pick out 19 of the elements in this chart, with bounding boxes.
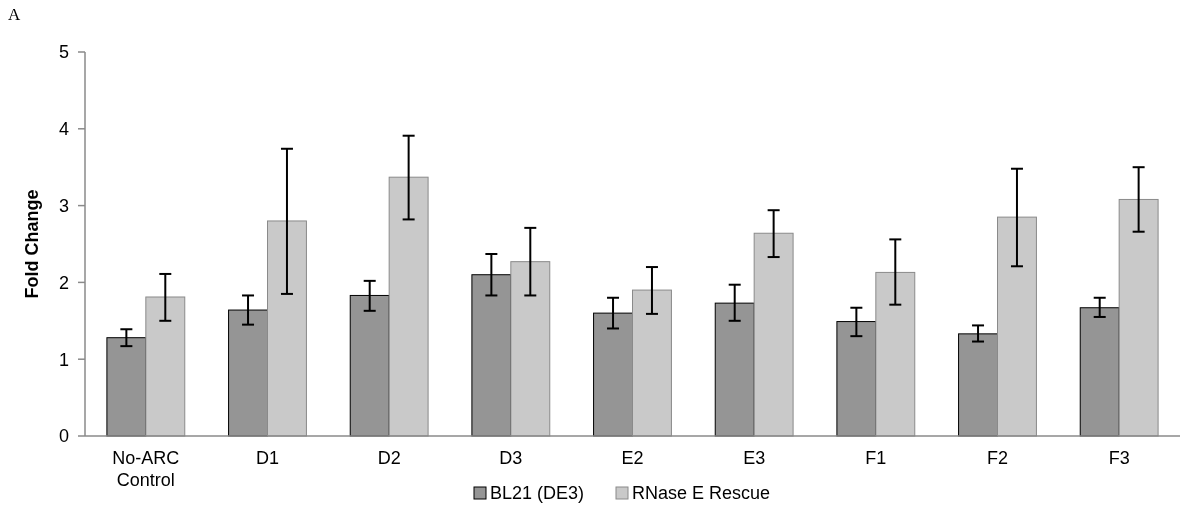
x-tick-label: F2 bbox=[986, 448, 1009, 468]
x-tick-label: D2 bbox=[377, 448, 401, 468]
x-tick-label: F1 bbox=[865, 448, 887, 468]
x-tick-label: F3 bbox=[1108, 448, 1130, 468]
x-tick-label: E2 bbox=[621, 448, 644, 468]
y-tick-label: 3 bbox=[58, 195, 69, 216]
x-tick-label: No-ARC Control bbox=[112, 448, 180, 490]
y-tick-label: 5 bbox=[58, 42, 69, 63]
x-tick-label: E3 bbox=[743, 448, 766, 468]
legend-label: BL21 (DE3) bbox=[490, 483, 585, 503]
text: A bbox=[8, 5, 21, 24]
y-tick-label: 2 bbox=[58, 272, 69, 293]
y-tick-label: 1 bbox=[58, 349, 69, 370]
legend-label: RNase E Rescue bbox=[632, 483, 771, 503]
y-tick-label: 4 bbox=[58, 119, 69, 140]
y-tick-label: 0 bbox=[58, 426, 69, 447]
x-tick-label: D1 bbox=[255, 448, 280, 468]
y-axis-title: Fold Change bbox=[22, 189, 42, 299]
x-tick-label: D3 bbox=[499, 448, 523, 468]
